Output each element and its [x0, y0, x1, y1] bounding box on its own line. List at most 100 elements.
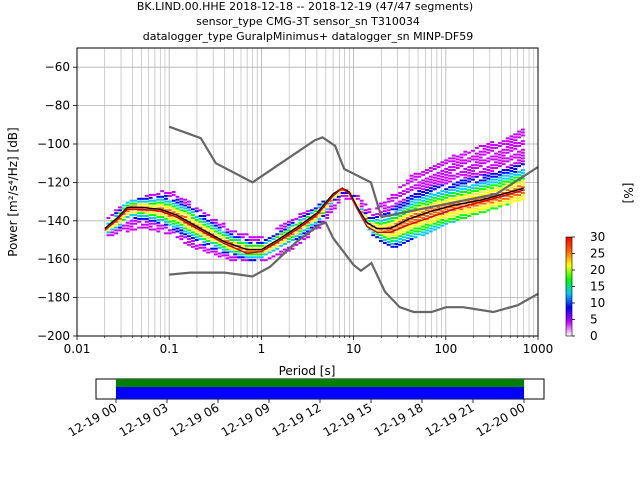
- density-cell: [455, 193, 460, 195]
- density-cell: [325, 214, 330, 217]
- density-cell: [194, 221, 199, 224]
- density-cell: [183, 207, 188, 210]
- density-cell: [486, 189, 491, 192]
- density-cell: [267, 257, 272, 260]
- colorbar-tick-label: 30: [590, 230, 605, 244]
- density-cell: [394, 196, 399, 199]
- density-cell: [505, 197, 510, 200]
- density-cell: [517, 170, 521, 173]
- density-cell: [214, 230, 218, 233]
- density-cell: [428, 198, 433, 201]
- density-cell: [382, 233, 387, 236]
- density-cell: [187, 232, 191, 235]
- density-cell: [202, 226, 207, 229]
- chart-subtitle-sensor: sensor_type CMG-3T sensor_sn T310034: [196, 15, 420, 28]
- density-cell: [260, 236, 264, 239]
- density-cell: [164, 226, 168, 229]
- density-cell: [252, 253, 257, 256]
- density-cell: [451, 174, 456, 177]
- density-cell: [286, 226, 291, 229]
- density-cell: [290, 239, 295, 241]
- density-cell: [425, 192, 429, 194]
- density-cell: [187, 203, 191, 206]
- density-cell: [371, 234, 376, 237]
- density-cell: [413, 213, 418, 216]
- density-cell: [348, 197, 353, 200]
- colorbar-tick-label: 20: [590, 263, 605, 277]
- density-cell: [194, 224, 199, 227]
- density-cell: [451, 160, 456, 163]
- density-cell: [202, 241, 207, 243]
- density-cell: [517, 162, 521, 165]
- density-cell: [164, 209, 168, 212]
- density-cell: [191, 208, 195, 211]
- density-cell: [490, 207, 495, 210]
- density-cell: [482, 150, 487, 153]
- density-cell: [421, 205, 425, 208]
- density-cell: [490, 155, 495, 158]
- density-cell: [344, 192, 349, 194]
- density-cell: [490, 141, 495, 144]
- density-cell: [279, 227, 283, 230]
- density-cell: [229, 250, 234, 253]
- density-cell: [329, 199, 333, 202]
- density-cell: [187, 212, 191, 215]
- density-cell: [409, 186, 414, 189]
- density-cell: [356, 203, 360, 206]
- density-cell: [367, 217, 372, 219]
- density-cell: [409, 238, 414, 241]
- density-cell: [233, 250, 237, 253]
- density-cell: [229, 244, 234, 247]
- density-cell: [517, 182, 521, 185]
- density-cell: [509, 181, 514, 184]
- density-cell: [267, 242, 272, 245]
- density-cell: [440, 210, 445, 213]
- density-cell: [513, 145, 518, 147]
- density-cell: [409, 177, 414, 180]
- density-cell: [471, 204, 475, 207]
- density-cell: [148, 208, 153, 211]
- density-cell: [405, 240, 410, 242]
- density-cell: [121, 227, 126, 230]
- curves: [104, 125, 539, 314]
- density-cell: [375, 224, 379, 227]
- density-cell: [432, 199, 437, 202]
- density-cell: [141, 223, 145, 226]
- density-cell: [402, 210, 406, 213]
- density-cell: [202, 212, 207, 215]
- density-cell: [417, 181, 422, 184]
- density-cell: [179, 197, 184, 200]
- density-cell: [402, 236, 406, 239]
- density-cell: [505, 169, 510, 171]
- density-cell: [167, 194, 172, 197]
- density-cell: [156, 218, 161, 221]
- density-cell: [475, 146, 479, 149]
- density-cell: [478, 182, 483, 185]
- density-cell: [210, 241, 214, 244]
- density-cell: [451, 212, 456, 215]
- density-cell: [225, 248, 230, 251]
- density-cell: [367, 211, 372, 214]
- density-cell: [244, 244, 249, 247]
- y-tick-label: −120: [37, 175, 70, 189]
- density-cell: [198, 217, 203, 220]
- density-cell: [425, 169, 429, 171]
- density-cell: [440, 178, 445, 181]
- density-cell: [402, 230, 406, 233]
- density-cell: [509, 158, 514, 161]
- density-cell: [509, 155, 514, 158]
- density-cell: [191, 214, 195, 217]
- density-cell: [509, 138, 514, 141]
- density-cell: [428, 181, 433, 184]
- density-cell: [513, 173, 518, 176]
- density-cell: [206, 228, 211, 231]
- density-cell: [405, 191, 410, 193]
- density-cell: [459, 191, 464, 193]
- x-tick-label: 1: [258, 342, 266, 356]
- density-cell: [394, 208, 399, 211]
- density-cell: [298, 216, 303, 218]
- density-cell: [471, 201, 475, 204]
- density-cell: [498, 173, 502, 176]
- density-cell: [279, 230, 283, 233]
- coverage-bar-bottom: [116, 387, 524, 399]
